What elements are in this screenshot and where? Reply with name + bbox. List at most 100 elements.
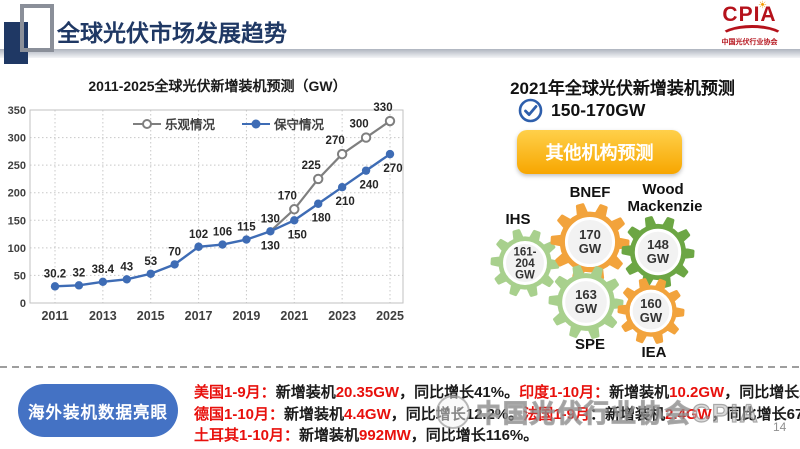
stat-segment: 土耳其1-10月： — [194, 427, 300, 444]
stat-segment: 新增装机 — [609, 384, 670, 401]
gear-org-label: BNEF — [570, 184, 611, 201]
legend-item-optimistic: 乐观情况 — [132, 114, 215, 133]
svg-text:0: 0 — [20, 298, 26, 310]
stat-segment: 2.4GW — [664, 405, 712, 423]
data-label: 270 — [326, 135, 345, 147]
data-label: 210 — [336, 196, 355, 208]
stat-segment: ，同比增长116%。 — [410, 427, 539, 444]
title-decoration-navy-square — [4, 22, 28, 64]
data-label: 180 — [312, 213, 331, 225]
data-point-conservative — [98, 277, 108, 287]
gear-value: GW — [515, 270, 535, 282]
data-point-conservative — [146, 269, 155, 278]
gear-value: 148 — [647, 237, 669, 252]
data-point-conservative — [314, 199, 323, 208]
stat-segment: 10.2GW — [669, 384, 725, 401]
gear-value: 161- — [513, 247, 536, 259]
stat-segment: ，同比增长294%。 — [724, 384, 800, 401]
svg-text:2023: 2023 — [328, 309, 356, 323]
data-label: 43 — [120, 261, 133, 273]
svg-text:2025: 2025 — [376, 309, 404, 323]
institution-gears-infographic: 161-204GWIHS170GWBNEF148GWWoodMackenzie1… — [490, 183, 703, 361]
svg-text:250: 250 — [8, 160, 26, 172]
data-point-conservative — [218, 240, 227, 249]
svg-text:2013: 2013 — [89, 309, 117, 323]
legend-item-conservative: 保守情况 — [241, 114, 324, 133]
stat-segment: 法国1-9月 — [523, 405, 590, 423]
gear-org-label: SPE — [575, 336, 605, 353]
gear-center — [562, 278, 610, 326]
header-divider-band — [0, 49, 800, 58]
data-label: 32 — [73, 267, 86, 279]
sun-icon: ☀ — [758, 0, 767, 11]
other-institutions-button[interactable]: 其他机构预测 — [517, 130, 682, 174]
cpia-logo-text: CPIA — [722, 3, 777, 26]
stat-segment: 德国1-10月： — [194, 405, 285, 423]
stat-segment: 新增装机 — [284, 405, 345, 423]
data-label: 130 — [261, 240, 280, 252]
gear-value: 160 — [640, 296, 662, 311]
chart-legend: 乐观情况 保守情况 — [132, 114, 324, 133]
overseas-data-badge: 海外装机数据亮眼 — [18, 384, 178, 437]
gear-value: 204 — [515, 258, 535, 270]
data-label: 30.2 — [44, 268, 66, 280]
gear-center — [629, 289, 673, 333]
legend-label-conservative: 保守情况 — [274, 118, 325, 132]
gear-center — [634, 228, 682, 276]
svg-text:2015: 2015 — [137, 309, 165, 323]
data-label: 330 — [373, 102, 392, 114]
data-label: 102 — [189, 229, 208, 241]
data-labels: 30.2 32 38.4 43 53 70 102 106 115 130 130 170 225 270… — [44, 102, 403, 280]
data-point-conservative — [122, 275, 131, 284]
chart-grid — [30, 109, 403, 304]
stat-segment: 新增装机 — [299, 427, 360, 444]
svg-text:150: 150 — [8, 215, 26, 227]
conservative-marker-icon — [242, 119, 271, 128]
page-number: 14 — [773, 420, 787, 434]
svg-text:100: 100 — [8, 243, 26, 255]
gear-org-label: Wood — [642, 183, 683, 198]
overseas-stats: 美国1-9月：新增装机20.35GW，同比增长41%。印度1-10月：新增装机1… — [194, 382, 800, 447]
stat-segment: 992MW — [359, 427, 411, 444]
svg-text:2011: 2011 — [41, 309, 68, 323]
dashed-divider — [0, 366, 800, 368]
svg-text:350: 350 — [8, 105, 26, 117]
data-point-conservative — [266, 227, 275, 236]
data-label: 240 — [359, 180, 378, 192]
gear-center — [503, 241, 547, 285]
gear-value: GW — [640, 310, 663, 325]
title-decoration-outline-square — [20, 4, 54, 52]
chart-title: 2011-2025全球光伏新增装机预测（GW） — [88, 78, 347, 94]
stat-segment: 20.35GW — [335, 384, 400, 401]
data-point-conservative — [337, 183, 347, 192]
data-point-conservative — [170, 260, 179, 269]
stat-segment: ，同比增长41%。 — [399, 384, 520, 401]
data-point-optimistic — [360, 132, 372, 143]
data-label: 70 — [168, 246, 181, 258]
gear-value: 163 — [575, 287, 597, 302]
data-label: 150 — [288, 229, 307, 241]
data-label: 300 — [349, 119, 368, 131]
data-label: 270 — [383, 163, 402, 175]
data-point-conservative — [194, 242, 203, 251]
data-label: 38.4 — [92, 264, 115, 276]
page-title: 全球光伏市场发展趋势 — [57, 20, 287, 46]
forecast-panel-title: 2021年全球光伏新增装机预测 — [510, 79, 735, 98]
gear-org-label: Mackenzie — [627, 198, 702, 215]
stat-line: 土耳其1-10月：新增装机992MW，同比增长116%。 — [194, 425, 794, 447]
axis-labels: 0 50 100 150 200 250 300 350 2011 2013 2015 2017 201… — [8, 105, 404, 323]
data-label: 225 — [302, 160, 322, 172]
stat-segment: 美国1-9月： — [194, 384, 276, 401]
gear-value: 170 — [579, 227, 601, 242]
stat-segment: ，同比增长67%。 — [711, 405, 800, 423]
forecast-value: 150-170GW — [551, 100, 646, 120]
data-point-conservative — [242, 235, 251, 244]
svg-text:300: 300 — [8, 133, 26, 145]
cpia-logo-arc — [719, 25, 785, 51]
cpia-logo: CPIA ☀ 中国光伏行业协会 — [702, 0, 797, 52]
